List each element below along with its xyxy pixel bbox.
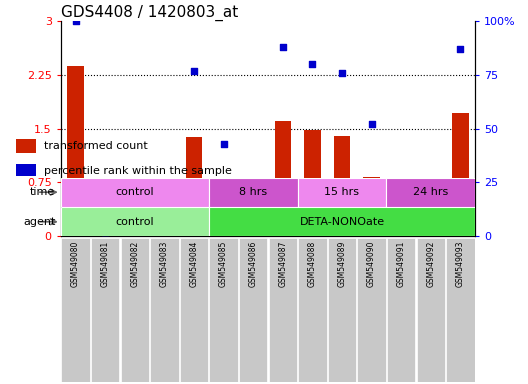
FancyBboxPatch shape: [357, 238, 386, 382]
Text: GSM549080: GSM549080: [71, 241, 80, 287]
Text: GSM549083: GSM549083: [160, 241, 169, 287]
Text: transformed count: transformed count: [44, 141, 148, 151]
Bar: [245, 225, 261, 236]
Point: [456, 46, 465, 52]
Text: GSM549087: GSM549087: [278, 241, 287, 287]
Text: GSM549084: GSM549084: [190, 241, 199, 287]
Text: 8 hrs: 8 hrs: [239, 187, 267, 197]
Point: [367, 121, 376, 127]
Bar: [156, 216, 173, 236]
FancyBboxPatch shape: [209, 178, 298, 207]
FancyBboxPatch shape: [446, 238, 475, 382]
FancyBboxPatch shape: [209, 238, 238, 382]
FancyBboxPatch shape: [180, 238, 208, 382]
FancyBboxPatch shape: [239, 238, 267, 382]
Point: [160, 216, 168, 222]
Point: [219, 141, 228, 147]
FancyBboxPatch shape: [91, 238, 119, 382]
FancyBboxPatch shape: [120, 238, 149, 382]
FancyBboxPatch shape: [298, 238, 327, 382]
Text: time: time: [30, 187, 55, 197]
FancyBboxPatch shape: [386, 178, 475, 207]
Text: GSM549093: GSM549093: [456, 241, 465, 288]
Bar: [186, 137, 202, 236]
Bar: [275, 121, 291, 236]
Point: [308, 61, 317, 67]
Point: [338, 70, 346, 76]
Text: agent: agent: [23, 217, 55, 227]
Point: [279, 44, 287, 50]
Bar: [68, 66, 83, 236]
Text: GSM549088: GSM549088: [308, 241, 317, 287]
Point: [427, 188, 435, 194]
FancyBboxPatch shape: [387, 238, 416, 382]
Bar: [127, 197, 143, 236]
FancyBboxPatch shape: [61, 238, 90, 382]
Bar: [393, 192, 409, 236]
Text: 15 hrs: 15 hrs: [325, 187, 360, 197]
Bar: [452, 113, 468, 236]
Text: percentile rank within the sample: percentile rank within the sample: [44, 166, 232, 176]
Text: GSM549085: GSM549085: [219, 241, 228, 287]
Text: GSM549086: GSM549086: [249, 241, 258, 287]
Text: GSM549082: GSM549082: [130, 241, 139, 287]
Text: GSM549089: GSM549089: [337, 241, 346, 287]
Bar: [422, 192, 439, 236]
Point: [397, 186, 406, 192]
Bar: [16, 139, 36, 153]
Bar: [16, 164, 36, 178]
FancyBboxPatch shape: [269, 238, 297, 382]
Text: DETA-NONOate: DETA-NONOate: [299, 217, 384, 227]
Text: control: control: [116, 187, 154, 197]
FancyBboxPatch shape: [417, 238, 445, 382]
FancyBboxPatch shape: [328, 238, 356, 382]
Point: [249, 222, 257, 228]
Bar: [97, 233, 114, 236]
Text: GDS4408 / 1420803_at: GDS4408 / 1420803_at: [61, 5, 238, 21]
FancyBboxPatch shape: [298, 178, 386, 207]
Text: control: control: [116, 217, 154, 227]
Text: GSM549081: GSM549081: [101, 241, 110, 287]
Bar: [334, 136, 350, 236]
Text: GSM549090: GSM549090: [367, 241, 376, 288]
Point: [71, 18, 80, 24]
Point: [190, 68, 198, 74]
Point: [101, 229, 109, 235]
Bar: [304, 130, 320, 236]
FancyBboxPatch shape: [150, 238, 178, 382]
FancyBboxPatch shape: [209, 207, 475, 236]
Text: GSM549092: GSM549092: [426, 241, 435, 287]
Text: 24 hrs: 24 hrs: [413, 187, 448, 197]
Text: GSM549091: GSM549091: [397, 241, 406, 287]
Point: [130, 194, 139, 200]
Bar: [215, 180, 232, 236]
FancyBboxPatch shape: [61, 207, 209, 236]
Bar: [363, 177, 380, 236]
FancyBboxPatch shape: [61, 178, 209, 207]
